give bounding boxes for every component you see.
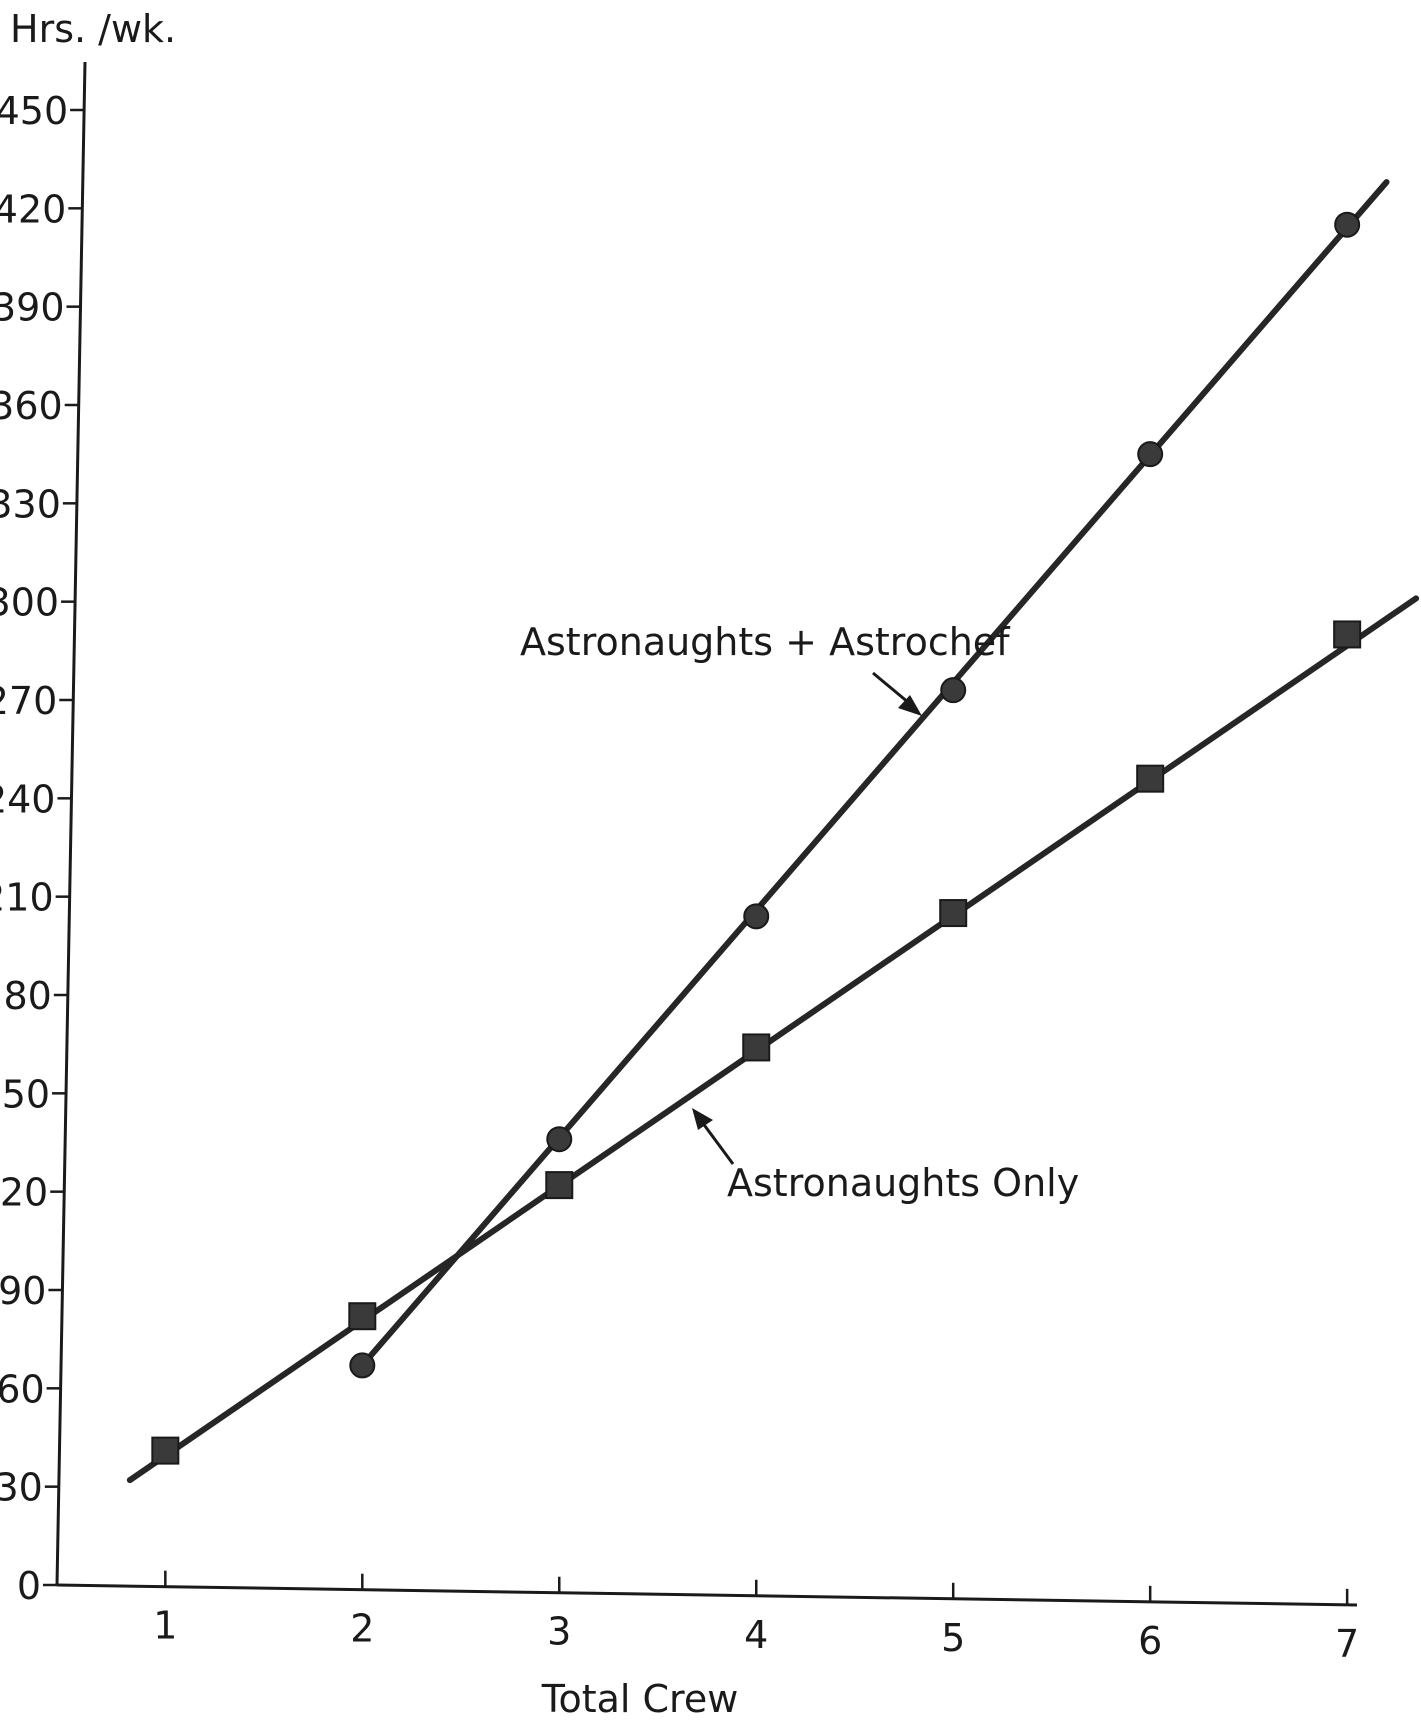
circle-marker-7 xyxy=(1334,211,1361,238)
y-tick-label-300: 300 xyxy=(0,581,59,625)
x-axis-title: Total Crew xyxy=(541,1677,739,1720)
y-tick-label-30: 30 xyxy=(0,1466,43,1510)
x-axis-ticks: 1 2 3 4 5 6 7 xyxy=(153,1570,1359,1666)
x-tick-label-3: 3 xyxy=(547,1610,571,1654)
y-axis-title: Hrs. /wk. xyxy=(10,7,176,51)
y-tick-label-240: 240 xyxy=(0,777,55,821)
series-lines xyxy=(126,179,1420,1484)
y-axis-ticks: 0 30 60 90 120 150 180 210 240 270 300 330 360 390 420… xyxy=(0,89,85,1608)
y-tick-label-270: 270 xyxy=(0,679,57,723)
square-marker-4 xyxy=(742,1033,771,1062)
circle-marker-5 xyxy=(940,677,967,704)
y-tick-label-390: 390 xyxy=(0,286,65,330)
y-tick-label-360: 360 xyxy=(0,384,63,428)
x-tick-label-7: 7 xyxy=(1335,1622,1359,1666)
annotation-astronaughts-only: Astronaughts Only xyxy=(727,1161,1079,1205)
y-tick-label-450: 450 xyxy=(0,89,68,133)
y-axis-line xyxy=(55,61,87,1586)
y-tick-label-180: 180 xyxy=(0,974,52,1018)
y-tick-label-60: 60 xyxy=(0,1367,45,1411)
series-line-astronaughts-plus-astrochef xyxy=(359,179,1390,1369)
square-marker-6 xyxy=(1136,764,1165,793)
x-tick-label-1: 1 xyxy=(153,1604,177,1648)
x-tick-label-2: 2 xyxy=(350,1607,374,1651)
circle-marker-6 xyxy=(1137,441,1164,468)
square-marker-3 xyxy=(545,1171,574,1200)
x-tick-label-4: 4 xyxy=(744,1613,768,1657)
y-tick-label-120: 120 xyxy=(0,1171,48,1215)
y-tick-label-90: 90 xyxy=(0,1269,46,1313)
square-marker-2 xyxy=(348,1302,377,1331)
x-tick-label-6: 6 xyxy=(1138,1619,1162,1663)
series-markers xyxy=(151,211,1362,1465)
x-tick-label-5: 5 xyxy=(941,1616,965,1660)
circle-marker-3 xyxy=(546,1126,573,1153)
y-tick-label-150: 150 xyxy=(0,1072,50,1116)
annotation-arrow-astronaughts-only xyxy=(692,1108,735,1165)
circle-marker-2 xyxy=(349,1352,376,1379)
annotation-astronaughts-plus-astrochef: Astronaughts + Astrochef xyxy=(520,620,1011,664)
y-tick-label-0: 0 xyxy=(17,1564,41,1608)
x-axis-line xyxy=(56,1583,1358,1607)
square-marker-5 xyxy=(939,899,968,928)
y-tick-label-420: 420 xyxy=(0,187,66,231)
y-tick-label-330: 330 xyxy=(0,482,61,526)
square-marker-7 xyxy=(1333,620,1362,649)
square-marker-1 xyxy=(151,1436,180,1465)
circle-marker-4 xyxy=(743,903,770,930)
series-line-astronaughts-only xyxy=(126,595,1420,1484)
y-tick-label-210: 210 xyxy=(0,876,54,920)
annotation-arrow-astrochef xyxy=(872,671,922,716)
